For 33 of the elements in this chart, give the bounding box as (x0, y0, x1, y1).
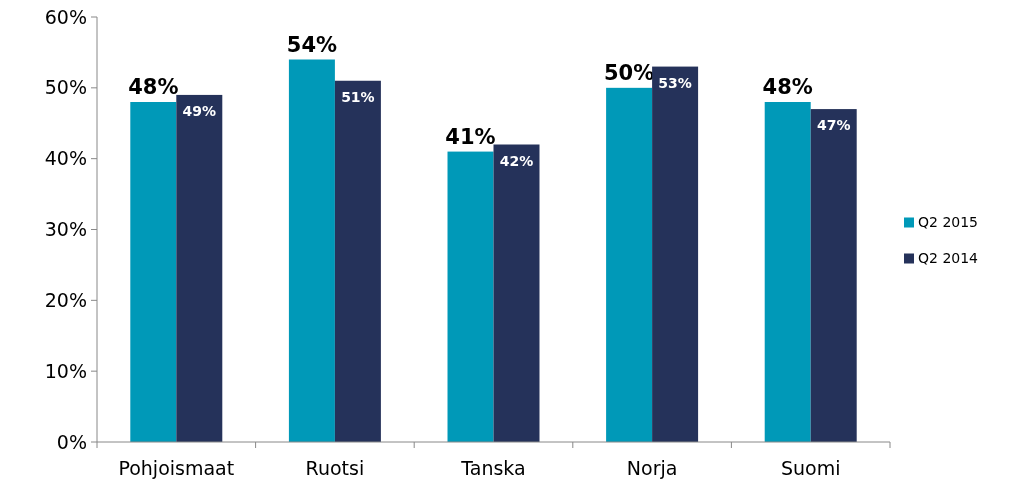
bar (606, 87, 653, 442)
data-label: 47% (816, 117, 851, 134)
bar (493, 144, 540, 442)
data-label: 48% (128, 75, 179, 99)
y-tick-label: 50% (44, 76, 87, 99)
legend-label: Q2 2014 (918, 250, 979, 267)
data-label: 54% (286, 32, 338, 57)
x-tick-label: Suomi (780, 457, 841, 479)
bar (764, 102, 811, 442)
bar (447, 151, 494, 442)
data-label: 48% (762, 75, 813, 99)
bar (130, 102, 177, 442)
bar (176, 94, 223, 442)
data-label: 42% (499, 152, 534, 169)
y-tick-label: 10% (44, 359, 87, 382)
data-label: 51% (341, 88, 375, 105)
y-tick-label: 20% (44, 288, 87, 311)
x-tick-label: Tanska (460, 457, 526, 479)
x-tick-label: Norja (626, 457, 678, 479)
bar (810, 109, 857, 442)
y-tick-label: 40% (44, 147, 87, 170)
bar (334, 80, 381, 442)
legend-label: Q2 2015 (918, 214, 979, 231)
y-tick-label: 60% (44, 5, 87, 28)
y-tick-label: 30% (44, 218, 87, 241)
data-label: 41% (445, 124, 496, 149)
data-label: 53% (658, 74, 692, 91)
bar (652, 66, 699, 442)
x-tick-label: Pohjoismaat (118, 457, 235, 479)
data-label: 49% (182, 102, 217, 119)
bar (288, 59, 335, 442)
y-tick-label: 0% (56, 430, 87, 453)
x-tick-label: Ruotsi (305, 457, 365, 479)
